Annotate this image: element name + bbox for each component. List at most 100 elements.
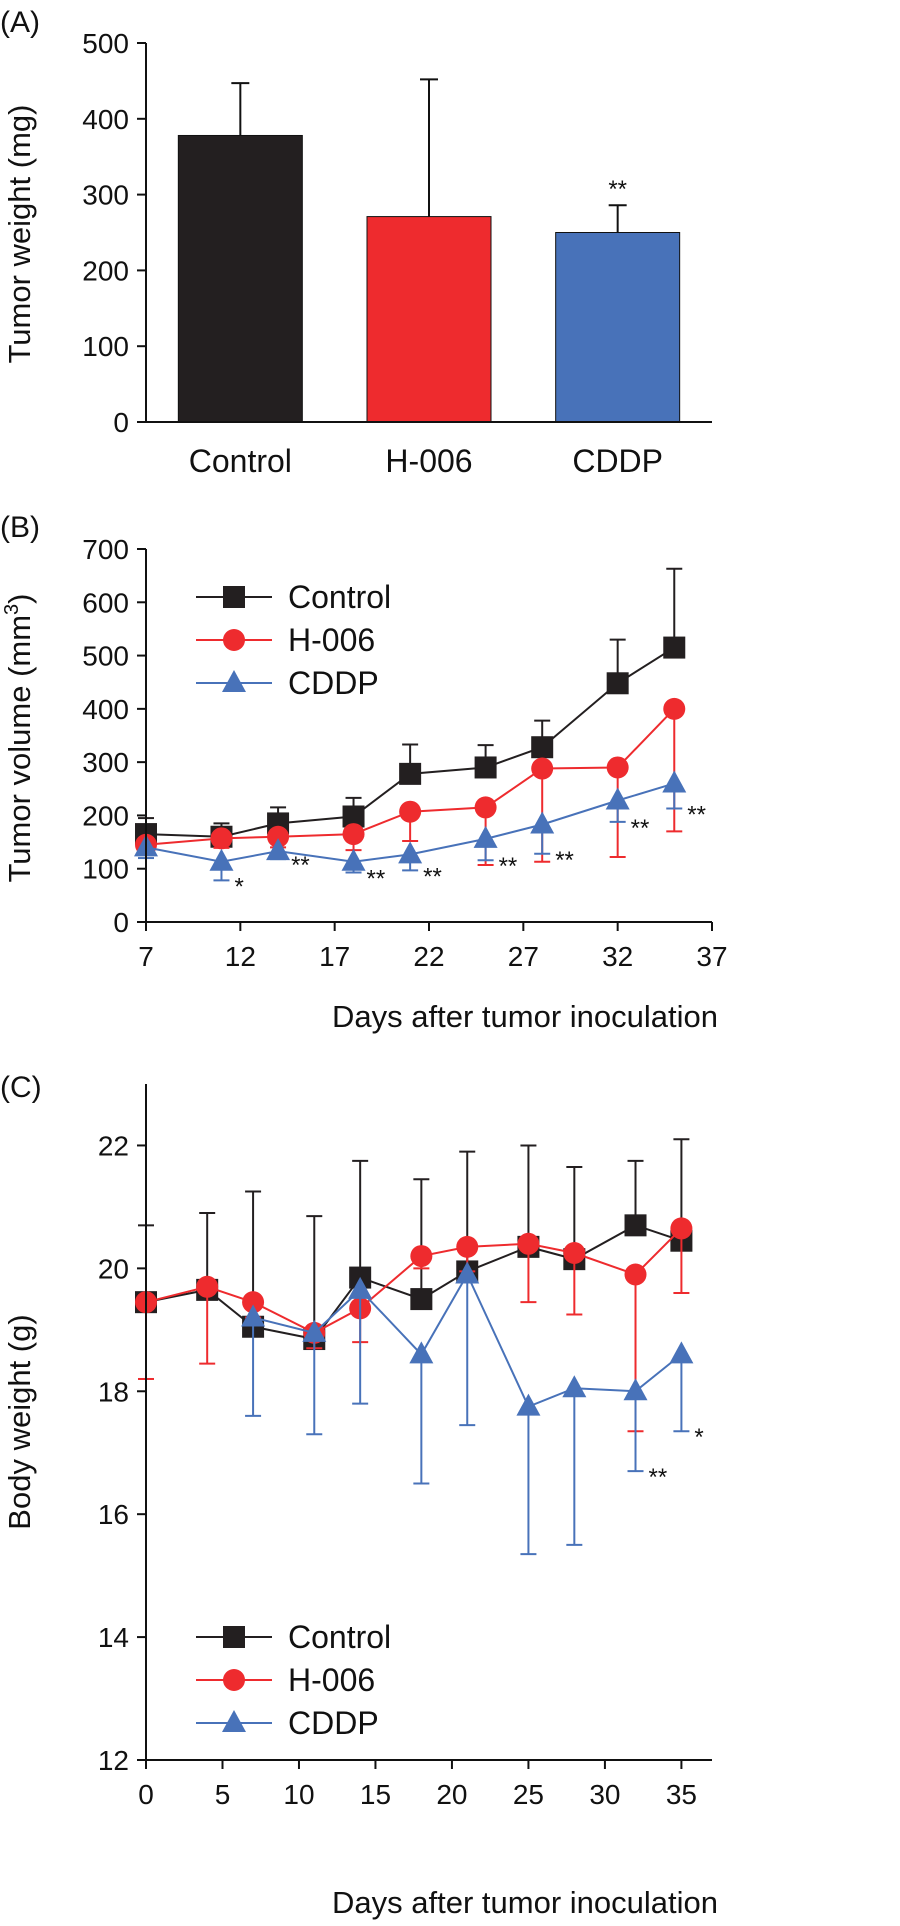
legend-label: CDDP bbox=[288, 665, 379, 701]
data-point bbox=[563, 1242, 586, 1264]
y-tick-label: 700 bbox=[82, 534, 129, 565]
data-point bbox=[341, 848, 366, 871]
data-point bbox=[342, 823, 365, 846]
panel-b-y-axis-title: Tumor volume (mm3) bbox=[1, 594, 37, 883]
series-control bbox=[135, 1138, 693, 1351]
legend-marker bbox=[222, 670, 246, 692]
category-label-0: Control bbox=[189, 443, 292, 479]
panel-b-y-axis-title-sup: 3 bbox=[1, 604, 23, 615]
y-tick-label: 200 bbox=[82, 800, 129, 831]
panel-b-y-axis-title-end: ) bbox=[2, 594, 37, 604]
bar-1 bbox=[366, 216, 492, 423]
data-point bbox=[267, 825, 290, 848]
series-cddp: *** ** ** ** **** ** bbox=[134, 770, 706, 900]
legend-marker bbox=[223, 1669, 245, 1691]
x-tick-label: 15 bbox=[360, 1779, 391, 1810]
category-label-1: H-006 bbox=[385, 443, 472, 479]
legend-label: H-006 bbox=[288, 1662, 375, 1698]
y-tick-label: 500 bbox=[82, 641, 129, 672]
panel-b-x-axis-title: Days after tumor inoculation bbox=[332, 999, 718, 1034]
data-point bbox=[455, 1261, 480, 1284]
data-point bbox=[663, 636, 686, 659]
data-point bbox=[531, 736, 554, 759]
data-point bbox=[409, 1341, 434, 1364]
data-point bbox=[669, 1341, 694, 1364]
data-point bbox=[606, 672, 629, 695]
data-point bbox=[342, 805, 365, 828]
x-tick-label: 12 bbox=[225, 941, 256, 972]
significance-label: ** bbox=[687, 802, 706, 829]
data-point bbox=[302, 1319, 327, 1342]
y-tick-label: 22 bbox=[98, 1130, 129, 1161]
y-tick-label-0: 0 bbox=[113, 407, 129, 438]
series-h-006 bbox=[135, 1217, 693, 1433]
data-point bbox=[348, 1276, 373, 1299]
significance-label: ** bbox=[649, 1464, 668, 1491]
x-tick-label: 0 bbox=[138, 1779, 154, 1810]
data-point bbox=[456, 1235, 479, 1258]
legend: Control H-006 CDDP bbox=[196, 1619, 391, 1741]
data-point bbox=[517, 1232, 540, 1255]
data-point bbox=[530, 811, 555, 834]
panel-c-line-chart: (C) Body weight (g) Days after tumor ino… bbox=[0, 1071, 718, 1920]
x-tick-label: 25 bbox=[513, 1779, 544, 1810]
data-point bbox=[210, 827, 233, 850]
data-point bbox=[516, 1393, 541, 1416]
legend-marker bbox=[223, 629, 245, 651]
bar-2 bbox=[555, 232, 681, 423]
legend-label: CDDP bbox=[288, 1705, 379, 1741]
data-point bbox=[605, 787, 630, 810]
significance-label: ** bbox=[631, 815, 650, 842]
data-point bbox=[670, 1217, 693, 1240]
significance-label: ** bbox=[367, 865, 386, 892]
y-tick-label: 300 bbox=[82, 747, 129, 778]
legend-label: Control bbox=[288, 1619, 391, 1655]
panel-a-label: (A) bbox=[0, 6, 40, 39]
data-point bbox=[663, 697, 686, 720]
panel-c-label: (C) bbox=[0, 1071, 42, 1104]
data-point bbox=[562, 1375, 587, 1398]
significance-label: ** bbox=[291, 852, 310, 879]
data-point bbox=[242, 1291, 265, 1314]
category-label-2: CDDP bbox=[572, 443, 663, 479]
legend-marker bbox=[222, 1710, 246, 1732]
y-tick-label-3: 300 bbox=[82, 180, 129, 211]
panel-a-y-axis-title: Tumor weight (mg) bbox=[2, 105, 37, 364]
panel-b-label: (B) bbox=[0, 511, 40, 544]
significance-label: ** bbox=[499, 853, 518, 880]
data-point bbox=[624, 1263, 647, 1286]
x-tick-label: 5 bbox=[215, 1779, 231, 1810]
data-point bbox=[410, 1288, 433, 1311]
x-tick-label: 17 bbox=[319, 941, 350, 972]
data-point bbox=[399, 800, 422, 823]
panel-b-line-chart: (B) Tumor volume (mm3) Days after tumor … bbox=[0, 511, 728, 1034]
y-tick-label: 16 bbox=[98, 1499, 129, 1530]
significance-label: ** bbox=[555, 847, 574, 874]
panel-c-y-axis-title: Body weight (g) bbox=[2, 1314, 37, 1529]
y-tick-label: 12 bbox=[98, 1745, 129, 1776]
bar-0 bbox=[177, 134, 303, 423]
data-point bbox=[474, 796, 497, 819]
significance-label-2: ** bbox=[608, 176, 627, 203]
legend-marker bbox=[223, 586, 245, 608]
legend-label: H-006 bbox=[288, 622, 375, 658]
data-point bbox=[398, 841, 423, 864]
data-point bbox=[399, 762, 422, 785]
x-tick-label: 20 bbox=[436, 1779, 467, 1810]
y-tick-label: 600 bbox=[82, 587, 129, 618]
data-point bbox=[624, 1214, 647, 1237]
legend: Control H-006 CDDP bbox=[196, 579, 391, 701]
y-tick-label: 400 bbox=[82, 694, 129, 725]
legend-marker bbox=[223, 1626, 245, 1648]
data-point bbox=[623, 1378, 648, 1401]
x-tick-label: 35 bbox=[666, 1779, 697, 1810]
series-line bbox=[145, 1224, 682, 1341]
data-point bbox=[474, 756, 497, 779]
y-tick-label: 0 bbox=[113, 907, 129, 938]
x-tick-label: 10 bbox=[283, 1779, 314, 1810]
y-tick-label-5: 500 bbox=[82, 28, 129, 59]
data-point bbox=[606, 756, 629, 779]
series-cddp: *** bbox=[241, 1261, 704, 1556]
y-tick-label: 100 bbox=[82, 854, 129, 885]
